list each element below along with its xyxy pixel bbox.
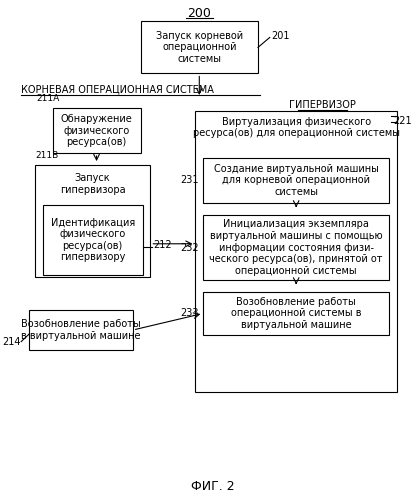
Text: 231: 231: [180, 176, 199, 186]
Text: Создание виртуальной машины
для корневой операционной
системы: Создание виртуальной машины для корневой…: [214, 164, 378, 197]
Text: Виртуализация физического
ресурса(ов) для операционной системы: Виртуализация физического ресурса(ов) дл…: [193, 116, 400, 138]
Text: Возобновление работы
операционной системы в
виртуальной машине: Возобновление работы операционной систем…: [231, 297, 362, 330]
FancyBboxPatch shape: [141, 22, 258, 74]
Text: Возобновление работы
в виртуальной машине: Возобновление работы в виртуальной машин…: [21, 320, 141, 341]
FancyBboxPatch shape: [52, 108, 141, 153]
Text: 212: 212: [153, 240, 172, 250]
Text: Инициализация экземпляра
виртуальной машины с помощью
информации состояния физи-: Инициализация экземпляра виртуальной маш…: [210, 220, 383, 276]
FancyBboxPatch shape: [203, 215, 389, 280]
Text: КОРНЕВАЯ ОПЕРАЦИОННАЯ СИСТЕМА: КОРНЕВАЯ ОПЕРАЦИОННАЯ СИСТЕМА: [21, 84, 214, 94]
Text: 232: 232: [180, 242, 199, 252]
Text: 211B: 211B: [35, 152, 58, 160]
FancyBboxPatch shape: [195, 111, 397, 392]
Text: ФИГ. 2: ФИГ. 2: [191, 480, 235, 492]
Text: 211A: 211A: [37, 94, 60, 104]
FancyBboxPatch shape: [203, 292, 389, 335]
FancyBboxPatch shape: [29, 310, 133, 350]
Text: ГИПЕРВИЗОР: ГИПЕРВИЗОР: [289, 100, 356, 110]
Text: 200: 200: [187, 8, 211, 20]
Text: Запуск
гипервизора: Запуск гипервизора: [60, 173, 126, 195]
FancyBboxPatch shape: [203, 158, 389, 203]
Text: Обнаружение
физического
ресурса(ов): Обнаружение физического ресурса(ов): [60, 114, 132, 148]
Text: Запуск корневой
операционной
системы: Запуск корневой операционной системы: [156, 31, 243, 64]
FancyBboxPatch shape: [35, 166, 150, 278]
Text: 221: 221: [393, 116, 412, 126]
Text: Идентификация
физического
ресурса(ов)
гипервизору: Идентификация физического ресурса(ов) ги…: [50, 218, 135, 262]
FancyBboxPatch shape: [43, 205, 142, 275]
Text: 214: 214: [2, 337, 21, 347]
Text: 201: 201: [271, 32, 289, 42]
Text: 233: 233: [180, 308, 199, 318]
